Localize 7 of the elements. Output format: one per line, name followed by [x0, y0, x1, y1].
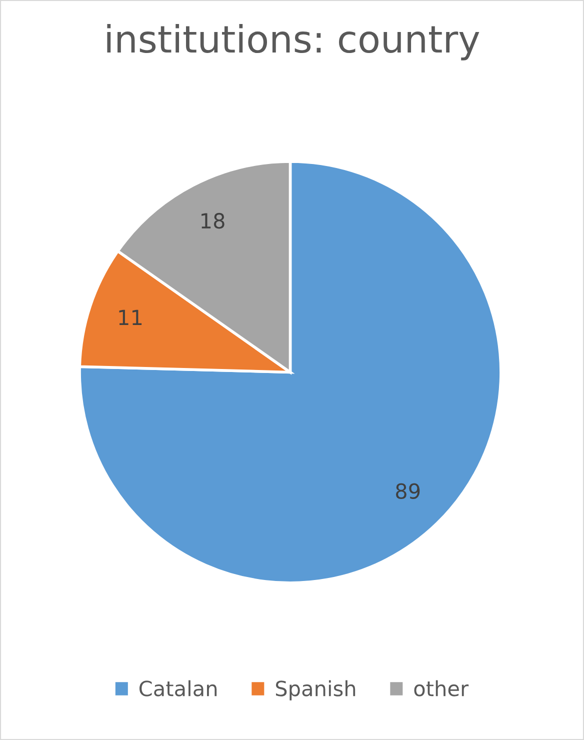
data-label: 11: [119, 310, 142, 326]
legend-label: Spanish: [276, 680, 356, 700]
data-label: 89: [396, 483, 420, 500]
legend-label: other: [414, 680, 469, 696]
data-label: 18: [202, 212, 224, 229]
legend-label: Catalan: [139, 680, 217, 696]
chart-title: institutions: country: [107, 24, 480, 60]
